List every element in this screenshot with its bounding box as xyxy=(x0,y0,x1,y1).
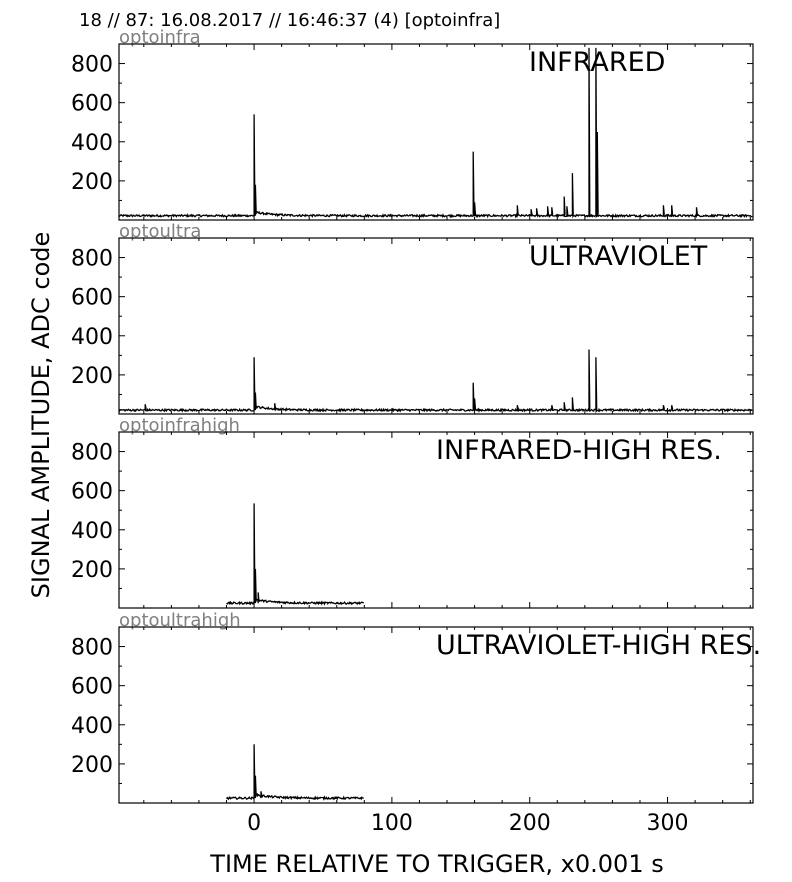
signal-trace xyxy=(118,47,753,219)
y-tick-label: 400 xyxy=(71,519,113,544)
y-tick-label: 400 xyxy=(71,131,113,156)
y-tick-label: 800 xyxy=(71,247,113,272)
y-tick-label: 200 xyxy=(71,558,113,583)
panel-title: INFRARED xyxy=(529,47,665,78)
x-tick-label: 300 xyxy=(647,811,689,836)
channel-label: optoultra xyxy=(119,221,201,242)
panel-optoultra: optoultra 200 400 600 800 ULTRAVIOLET xyxy=(71,221,754,415)
x-tick-label: 100 xyxy=(371,811,413,836)
y-tick-label: 800 xyxy=(71,441,113,466)
y-tick-label: 400 xyxy=(71,325,113,350)
y-tick-label: 600 xyxy=(71,92,113,117)
y-tick-label: 800 xyxy=(71,53,113,78)
signal-trace xyxy=(225,744,364,801)
y-tick-label: 600 xyxy=(71,480,113,505)
channel-label: optoultrahigh xyxy=(119,610,241,631)
figure-header: 18 // 87: 16.08.2017 // 16:46:37 (4) [op… xyxy=(79,10,500,31)
y-tick-label: 400 xyxy=(71,714,113,739)
plot-frame xyxy=(118,237,754,415)
y-tick-label: 200 xyxy=(71,753,113,778)
panel-title: INFRARED-HIGH RES. xyxy=(436,435,722,466)
panel-optoinfra: optoinfra 200 400 600 800 INFRARED xyxy=(71,27,754,221)
signal-trace xyxy=(226,503,364,606)
panel-title: ULTRAVIOLET xyxy=(529,241,708,272)
plot-frame xyxy=(118,626,754,804)
y-tick-label: 600 xyxy=(71,286,113,311)
plot-frame xyxy=(118,43,754,221)
panels: optoinfra 200 400 600 800 INFRARED optoultra 20… xyxy=(71,27,761,836)
signal-trace xyxy=(118,349,753,414)
x-tick-label: 0 xyxy=(247,811,261,836)
plot-frame xyxy=(118,431,754,609)
y-tick-label: 800 xyxy=(71,636,113,661)
y-tick-label: 200 xyxy=(71,364,113,389)
channel-label: optoinfra xyxy=(119,27,201,48)
panel-optoultrahigh: optoultrahigh 200 400 600 800 0 100 200 300 ULTRA… xyxy=(71,610,761,836)
y-axis-label: SIGNAL AMPLITUDE, ADC code xyxy=(27,232,55,599)
x-axis-label: TIME RELATIVE TO TRIGGER, x0.001 s xyxy=(209,850,663,878)
y-tick-label: 200 xyxy=(71,170,113,195)
y-tick-label: 600 xyxy=(71,675,113,700)
x-tick-label: 200 xyxy=(509,811,551,836)
panel-optoinfrahigh: optoinfrahigh 200 400 600 800 INFRARED-HIGH R… xyxy=(71,415,754,609)
channel-label: optoinfrahigh xyxy=(119,415,240,436)
panel-title: ULTRAVIOLET-HIGH RES. xyxy=(436,630,761,661)
